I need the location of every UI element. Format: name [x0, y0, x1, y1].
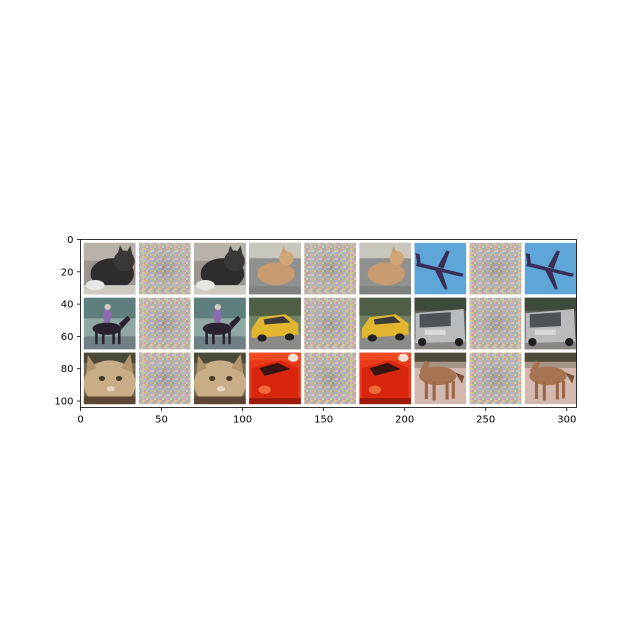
image-tile-cat-dark — [83, 242, 136, 295]
image-tile-horse-rider — [193, 297, 246, 350]
x-tick-label: 100 — [233, 415, 252, 426]
image-tile-cat-dark — [193, 242, 246, 295]
x-tick-label: 300 — [557, 415, 576, 426]
image-tile-yellow-car — [249, 297, 301, 350]
image-tile-red-car — [249, 352, 301, 405]
perturbation-tile — [469, 242, 522, 295]
image-tile-airplane — [524, 242, 577, 295]
image-tile-horse-brown — [524, 352, 577, 405]
perturbation-tile — [304, 242, 357, 295]
image-tile-horse-rider — [83, 297, 136, 350]
image-grid — [80, 239, 577, 408]
image-tile-red-car — [359, 352, 412, 405]
y-tick-label: 0 — [67, 235, 73, 246]
image-tile-silver-car — [524, 297, 577, 350]
y-tick-label: 20 — [61, 267, 74, 278]
perturbation-tile — [138, 297, 191, 350]
perturbation-tile — [469, 297, 522, 350]
x-tick-label: 50 — [155, 415, 168, 426]
image-tile-cat-sitting — [249, 242, 301, 295]
x-tick-label: 0 — [77, 415, 83, 426]
image-tile-cat-sitting — [359, 242, 412, 295]
x-tick-label: 150 — [314, 415, 333, 426]
x-tick-label: 200 — [395, 415, 414, 426]
axes: 0 50 100 150 200 250 300 0 20 40 60 80 100 — [54, 235, 577, 426]
y-tick-label: 40 — [61, 300, 74, 311]
perturbation-tile — [304, 297, 357, 350]
perturbation-tile — [138, 242, 191, 295]
image-tile-horse-brown — [414, 352, 467, 405]
y-tick-label: 80 — [61, 364, 74, 375]
image-tile-airplane — [414, 242, 467, 295]
image-tile-yellow-car — [359, 297, 412, 350]
image-tile-silver-car — [414, 297, 467, 350]
perturbation-tile — [469, 352, 522, 405]
perturbation-tile — [304, 352, 357, 405]
x-tick-label: 250 — [476, 415, 495, 426]
y-tick-label: 100 — [54, 397, 73, 408]
axes-frame — [80, 239, 577, 408]
y-tick-label: 60 — [61, 332, 74, 343]
perturbation-tile — [138, 352, 191, 405]
image-tile-cat-orange — [193, 352, 246, 405]
image-tile-cat-orange — [83, 352, 136, 405]
